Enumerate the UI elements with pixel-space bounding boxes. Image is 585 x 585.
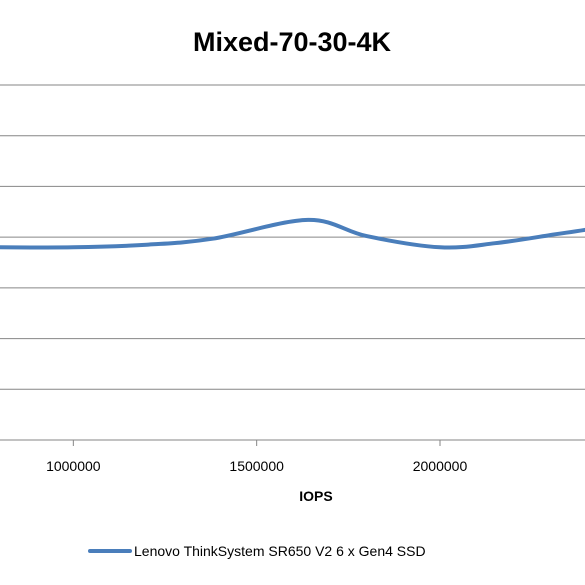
x-axis-ticks: 1000000150000020000002500000 <box>46 440 468 474</box>
gridlines <box>0 84 585 390</box>
chart-title: Mixed-70-30-4K <box>193 27 392 57</box>
series-line <box>0 217 585 250</box>
series-layer <box>0 217 585 250</box>
legend-label: Lenovo ThinkSystem SR650 V2 6 x Gen4 SSD <box>134 543 426 559</box>
x-axis-title: IOPS <box>299 488 332 504</box>
x-tick-label: 1000000 <box>46 458 101 474</box>
x-tick-label: 1500000 <box>229 458 284 474</box>
x-tick-label: 2000000 <box>413 458 468 474</box>
legend: Lenovo ThinkSystem SR650 V2 6 x Gen4 SSD <box>88 543 426 559</box>
